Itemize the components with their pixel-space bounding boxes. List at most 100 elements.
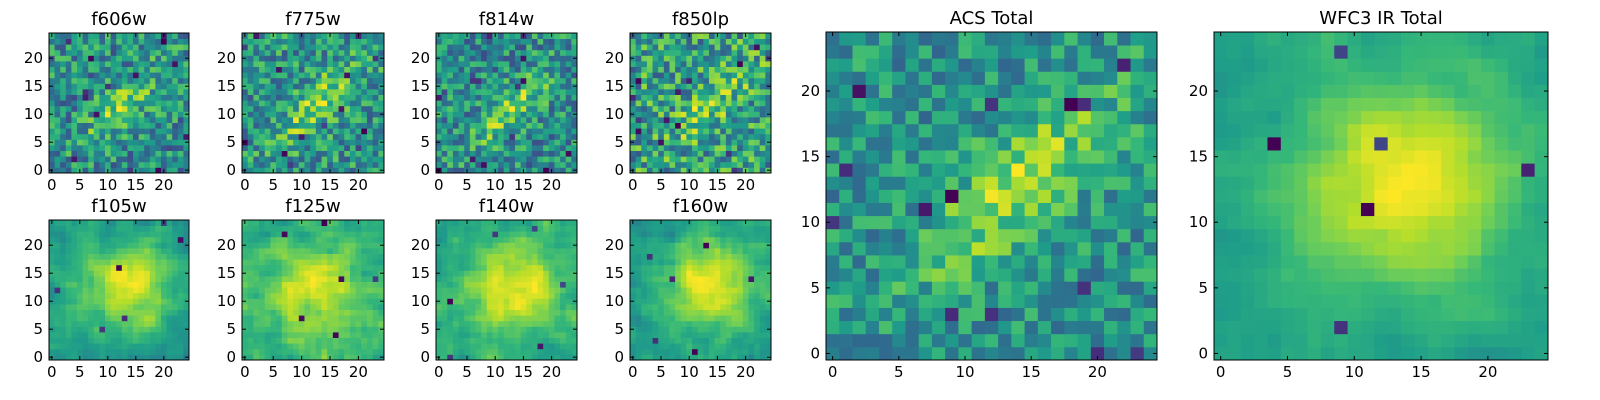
heatmap-cell xyxy=(646,111,653,118)
heatmap-cell xyxy=(486,94,493,101)
heatmap-cell xyxy=(304,61,311,67)
heatmap-cell xyxy=(166,77,173,84)
heatmap-cell xyxy=(692,292,699,299)
heatmap-cell xyxy=(514,156,521,163)
heatmap-cell xyxy=(748,89,755,95)
heatmap-cell xyxy=(349,94,356,101)
heatmap-cell xyxy=(54,270,61,277)
heatmap-cell xyxy=(692,337,699,344)
heatmap-cell xyxy=(276,253,283,260)
heatmap-cell xyxy=(149,61,156,67)
heatmap-cell xyxy=(133,259,139,266)
heatmap-cell xyxy=(344,89,351,95)
heatmap-cell xyxy=(714,94,721,101)
heatmap-cell xyxy=(332,150,339,157)
heatmap-cell xyxy=(447,236,454,243)
heatmap-cell xyxy=(646,133,653,140)
heatmap-cell xyxy=(105,337,111,344)
heatmap-cell xyxy=(754,44,761,51)
heatmap-cell xyxy=(537,100,544,107)
heatmap-cell xyxy=(155,122,162,129)
heatmap-cell xyxy=(630,100,637,107)
heatmap-cell xyxy=(754,332,761,338)
heatmap-cell xyxy=(183,332,190,338)
heatmap-cell xyxy=(509,89,516,95)
heatmap-cell xyxy=(469,77,476,84)
heatmap-cell xyxy=(469,287,476,294)
heatmap-cell xyxy=(498,49,505,56)
heatmap-cell xyxy=(554,145,561,151)
heatmap-cell xyxy=(669,161,676,168)
heatmap-cell xyxy=(110,66,117,73)
heatmap-cell xyxy=(49,105,55,112)
heatmap-cell xyxy=(452,309,459,316)
heatmap-cell xyxy=(464,276,471,282)
heatmap-cell xyxy=(116,55,123,62)
heatmap-cell xyxy=(737,61,744,67)
heatmap-cell xyxy=(259,253,266,260)
heatmap-cell xyxy=(321,38,328,45)
heatmap-cell xyxy=(748,33,755,39)
heatmap-cell xyxy=(361,100,368,107)
heatmap-cell xyxy=(565,354,572,361)
heatmap-cell xyxy=(658,105,665,112)
heatmap-cell xyxy=(105,122,111,129)
heatmap-cell xyxy=(692,150,699,157)
heatmap-cell xyxy=(144,298,151,305)
heatmap-cell xyxy=(447,326,454,333)
heatmap-cell xyxy=(548,145,555,151)
heatmap-cell xyxy=(725,117,732,123)
heatmap-cell xyxy=(765,105,772,112)
heatmap-cell xyxy=(54,337,61,344)
heatmap-cell xyxy=(138,156,145,163)
heatmap-cell xyxy=(298,128,305,135)
heatmap-cell xyxy=(60,259,67,266)
heatmap-cell xyxy=(264,309,271,316)
heatmap-cell xyxy=(697,276,704,282)
heatmap-cell xyxy=(82,145,89,151)
heatmap-cell xyxy=(327,270,334,277)
heatmap-cell xyxy=(270,332,277,338)
heatmap-cell xyxy=(172,259,179,266)
heatmap-cell xyxy=(520,315,527,322)
heatmap-cell xyxy=(110,298,117,305)
heatmap-cell xyxy=(77,298,83,305)
heatmap-cell xyxy=(264,354,271,361)
heatmap-cell xyxy=(253,33,260,39)
heatmap-cell xyxy=(281,326,288,333)
heatmap-cell xyxy=(765,287,772,294)
heatmap-cell xyxy=(692,33,699,39)
heatmap-cell xyxy=(441,337,448,344)
heatmap-cell xyxy=(514,281,521,288)
heatmap-cell xyxy=(537,231,544,238)
heatmap-cell xyxy=(287,72,294,79)
heatmap-cell xyxy=(526,231,533,238)
heatmap-cell xyxy=(77,133,83,140)
heatmap-cell xyxy=(149,161,156,168)
heatmap-cell xyxy=(293,225,300,232)
heatmap-cell xyxy=(116,315,123,322)
heatmap-cell xyxy=(138,354,145,361)
heatmap-cell xyxy=(378,38,385,45)
heatmap-cell xyxy=(82,66,89,73)
heatmap-cell xyxy=(537,281,544,288)
heatmap-cell xyxy=(531,161,538,168)
heatmap-cell xyxy=(49,248,55,254)
heatmap-cell xyxy=(293,242,300,249)
heatmap-cell xyxy=(161,326,167,333)
heatmap-cell xyxy=(270,236,277,243)
heatmap-cell xyxy=(166,242,173,249)
heatmap-cell xyxy=(697,139,704,146)
heatmap-cell xyxy=(172,133,179,140)
heatmap-cell xyxy=(503,281,510,288)
heatmap-cell xyxy=(458,139,465,146)
heatmap-cell xyxy=(264,292,271,299)
heatmap-cell xyxy=(138,111,145,118)
heatmap-cell xyxy=(703,343,710,350)
heatmap-cell xyxy=(99,161,106,168)
heatmap-cell xyxy=(565,89,572,95)
heatmap-cell xyxy=(372,270,379,277)
heatmap-cell xyxy=(110,122,117,129)
heatmap-cell xyxy=(315,128,322,135)
heatmap-cell xyxy=(708,281,715,288)
